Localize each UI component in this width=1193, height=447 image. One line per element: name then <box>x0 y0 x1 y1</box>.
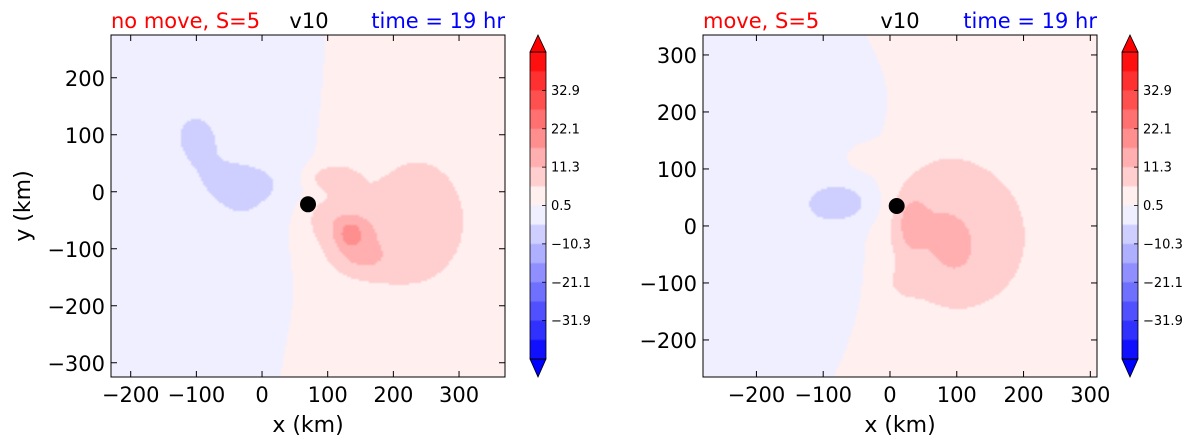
colorbar-tick-label: −21.1 <box>551 276 591 291</box>
panel-title-left: no move, S=5 <box>111 9 260 33</box>
colorbar-tick-label: 11.3 <box>551 161 580 176</box>
chart-panel-no-move: no move, S=5 v10 time = 19 hr −200 −100 0 1… <box>11 9 591 438</box>
x-tick-label: −100 <box>794 383 852 407</box>
x-tick-label: 300 <box>1070 383 1110 407</box>
x-tick-label: 0 <box>255 383 268 407</box>
y-tick-label: 100 <box>65 124 105 148</box>
y-tick-label: −300 <box>47 352 105 376</box>
y-tick-label: 100 <box>657 158 697 182</box>
colorbar-tick-label: 0.5 <box>1143 199 1164 214</box>
colorbar: 32.9 22.1 11.3 0.5 −10.3 −21.1 −31.9 <box>1121 34 1183 378</box>
x-tick-label: 100 <box>308 383 348 407</box>
y-tick-label: 200 <box>657 101 697 125</box>
x-tick-label: 300 <box>439 383 479 407</box>
x-tick-label: −100 <box>168 383 226 407</box>
x-axis-ticks: −200 −100 0 100 200 300 <box>728 35 1110 407</box>
y-tick-label: 0 <box>92 181 105 205</box>
colorbar-tick-label: −31.9 <box>551 314 591 329</box>
panel-title-left: move, S=5 <box>703 9 819 33</box>
panel-title-right: time = 19 hr <box>371 9 505 33</box>
colorbar-tick-label: 11.3 <box>1143 161 1172 176</box>
colorbar-tick-label: 32.9 <box>551 84 580 99</box>
colorbar-extend-top <box>529 34 547 53</box>
storm-center-marker <box>888 198 905 214</box>
colorbar-tick-label: 22.1 <box>1143 122 1172 137</box>
colorbar-tick-label: 0.5 <box>551 199 572 214</box>
x-tick-label: 200 <box>1003 383 1043 407</box>
x-tick-label: 0 <box>883 383 896 407</box>
colorbar-tick-label: 22.1 <box>551 122 580 137</box>
x-axis-label: x (km) <box>864 413 935 438</box>
x-axis-ticks: −200 −100 0 100 200 300 <box>102 35 479 407</box>
colorbar-ticks: 32.9 22.1 11.3 0.5 −10.3 −21.1 −31.9 <box>1134 84 1183 329</box>
colorbar-ticks: 32.9 22.1 11.3 0.5 −10.3 −21.1 −31.9 <box>542 84 591 329</box>
chart-panel-move: move, S=5 v10 time = 19 hr −200 −100 0 100 2… <box>639 9 1183 438</box>
y-axis-ticks: 300 200 100 0 −100 −200 <box>639 44 1097 353</box>
colorbar-extend-bottom <box>1121 358 1139 378</box>
colorbar-tick-label: −10.3 <box>551 237 591 252</box>
plot-frame <box>110 34 506 378</box>
colorbar-tick-label: −10.3 <box>1143 237 1183 252</box>
colorbar-tick-label: 32.9 <box>1143 84 1172 99</box>
y-axis-ticks: 200 100 0 −100 −200 −300 <box>47 67 505 376</box>
colorbar-tick-label: −31.9 <box>1143 314 1183 329</box>
panel-title-center: v10 <box>880 9 919 33</box>
y-tick-label: −100 <box>639 272 697 296</box>
plot-frame <box>702 34 1098 378</box>
panel-title-right: time = 19 hr <box>963 9 1097 33</box>
colorbar-tick-label: −21.1 <box>1143 276 1183 291</box>
x-tick-label: 200 <box>373 383 413 407</box>
y-tick-label: 0 <box>684 215 697 239</box>
y-tick-label: −200 <box>47 295 105 319</box>
y-axis-label: y (km) <box>11 170 36 241</box>
x-tick-label: −200 <box>728 383 786 407</box>
x-tick-label: −200 <box>102 383 160 407</box>
y-tick-label: −200 <box>639 329 697 353</box>
colorbar-extend-bottom <box>529 358 547 378</box>
y-tick-label: 200 <box>65 67 105 91</box>
storm-center-marker <box>300 196 316 213</box>
y-tick-label: 300 <box>657 44 697 68</box>
colorbar: 32.9 22.1 11.3 0.5 −10.3 −21.1 −31.9 <box>529 34 591 378</box>
x-tick-label: 100 <box>937 383 977 407</box>
x-axis-label: x (km) <box>272 413 343 438</box>
panel-title-center: v10 <box>289 9 328 33</box>
colorbar-extend-top <box>1121 34 1139 53</box>
y-tick-label: −100 <box>47 238 105 262</box>
